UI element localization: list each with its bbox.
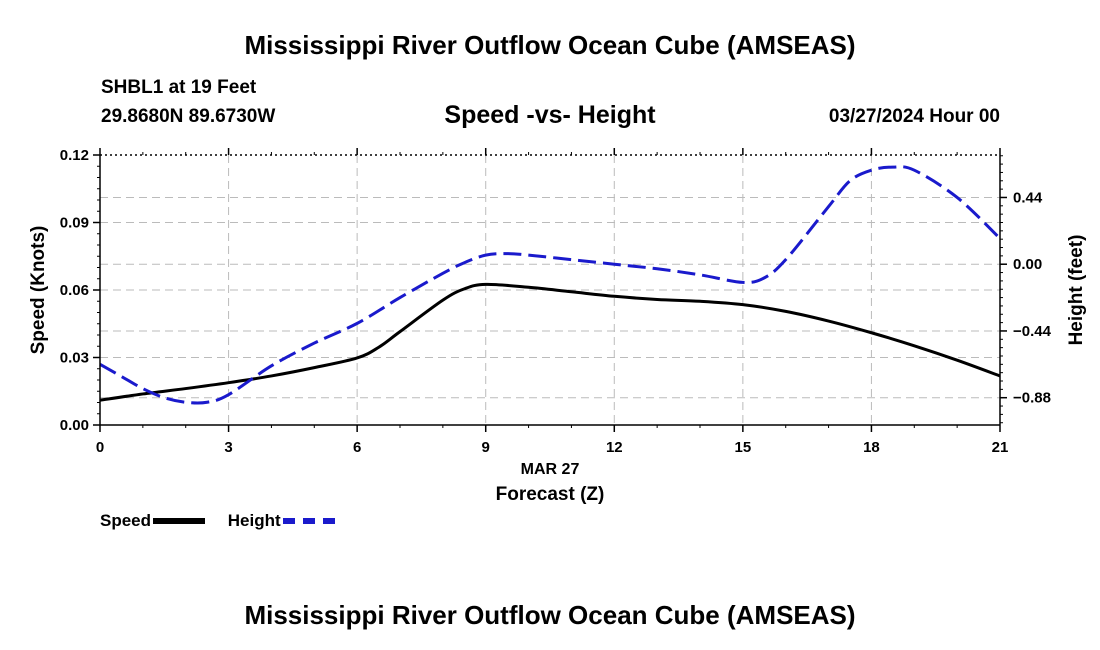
series-line-height: [99, 165, 1002, 405]
chart-title: Mississippi River Outflow Ocean Cube (AM…: [244, 30, 856, 60]
legend-height-label: Height: [227, 510, 281, 530]
y-tick-label: 0.12: [60, 147, 89, 164]
x-tick-label: 15: [735, 439, 752, 456]
series-layer: [99, 165, 1002, 405]
x-tick-label: 12: [606, 439, 623, 456]
y2-tick-label: 0.00: [1013, 256, 1042, 273]
legend-speed-swatch: [153, 517, 206, 524]
coordinates-label: 29.8680N 89.6730W: [101, 106, 276, 127]
legend: Speed Height: [100, 510, 353, 531]
x-tick-label: 21: [992, 439, 1009, 456]
datetime-label: 03/27/2024 Hour 00: [828, 106, 1000, 127]
legend-speed-label: Speed: [100, 510, 152, 530]
y2-tick-label: 0.44: [1013, 189, 1043, 206]
y-tick-label: 0.09: [60, 215, 89, 232]
y-axis-title: Speed (Knots): [28, 226, 49, 355]
y-tick-label: 0.03: [60, 350, 89, 367]
chart-subtitle: Speed -vs- Height: [444, 101, 656, 129]
legend-height-swatch: [282, 517, 335, 524]
x-tick-label: 18: [863, 439, 880, 456]
legend-item-height: Height: [228, 510, 335, 531]
legend-item-speed: Speed: [100, 510, 206, 531]
x-tick-label: 9: [482, 439, 490, 456]
x-tick-label: 3: [224, 439, 232, 456]
y2-tick-label: −0.44: [1013, 323, 1052, 340]
axis-labels: 0 3 6 9 12 15 18 21 0.00 0.03 0.06 0.09 0.12 −0.88 −0.…: [28, 147, 1087, 505]
y-tick-label: 0.00: [60, 417, 89, 434]
y2-tick-label: −0.88: [1013, 390, 1051, 407]
y2-axis-title: Height (feet): [1066, 235, 1087, 346]
series-line-speed: [99, 282, 1001, 402]
x-date-label: MAR 27: [521, 461, 580, 478]
x-tick-label: 6: [353, 439, 361, 456]
axes: [93, 148, 1007, 432]
station-label: SHBL1 at 19 Feet: [101, 77, 257, 98]
y-tick-label: 0.06: [60, 282, 89, 299]
x-tick-label: 0: [96, 439, 104, 456]
footer-title: Mississippi River Outflow Ocean Cube (AM…: [244, 600, 856, 630]
x-axis-title: Forecast (Z): [496, 484, 605, 505]
